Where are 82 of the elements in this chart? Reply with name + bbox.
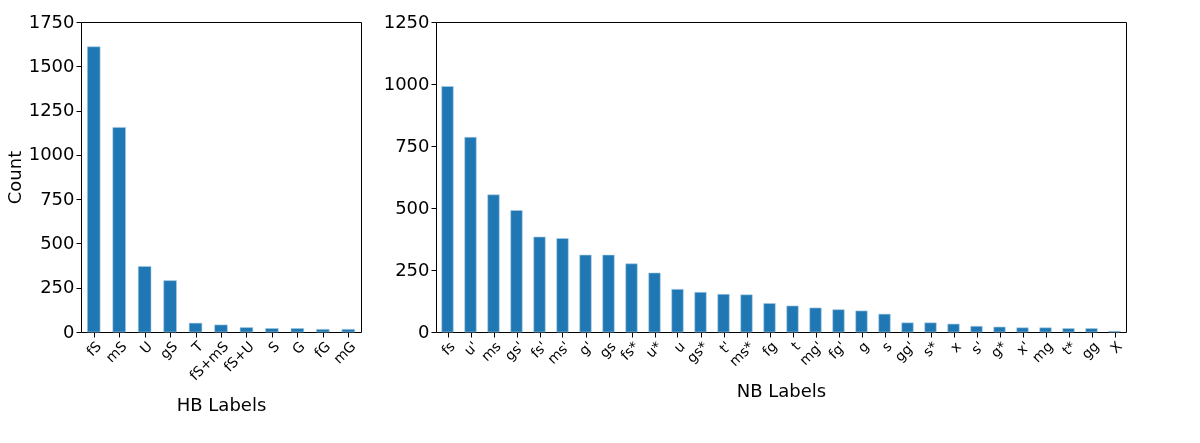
bar: [188, 322, 203, 333]
bar: [556, 238, 569, 333]
bar: [214, 324, 228, 333]
bar: [602, 254, 615, 333]
bar: [487, 194, 500, 333]
bar: [1016, 327, 1029, 333]
bar: [112, 127, 126, 333]
x-tick-label: fg: [758, 338, 780, 360]
x-tick-label: S: [264, 338, 283, 356]
bar: [316, 329, 330, 333]
x-tick-label: gS: [156, 338, 181, 362]
bar: [290, 328, 305, 333]
y-tick-label: 500: [40, 231, 75, 253]
bar: [464, 137, 477, 333]
y-tick-label: 1000: [383, 72, 430, 94]
bar: [993, 326, 1006, 333]
y-tick-label: 250: [395, 258, 430, 280]
y-tick-label: 1500: [28, 54, 75, 76]
bar: [1085, 328, 1098, 333]
bar: [763, 303, 776, 333]
x-tick-label: G: [288, 338, 308, 358]
x-tick-label: fs: [437, 338, 458, 359]
x-tick-label: x: [946, 338, 964, 356]
bar: [510, 210, 523, 333]
x-tick-label: s': [967, 338, 987, 358]
x-tick-label: u*: [642, 338, 665, 361]
bar: [855, 310, 868, 333]
bar: [341, 329, 355, 333]
x-tick-label: fs*: [616, 338, 642, 363]
y-tick-label: 250: [40, 276, 75, 298]
bar: [717, 294, 730, 333]
x-tick-label: gg: [1078, 338, 1102, 362]
bar: [924, 322, 937, 333]
y-tick-label: 750: [395, 134, 430, 156]
y-tick-label: 750: [40, 187, 75, 209]
x-tick-label: t: [787, 337, 804, 354]
x-tick-label: fS: [83, 338, 105, 360]
x-tick-label: fg': [825, 338, 849, 362]
x-tick-label: t*: [1058, 338, 1079, 359]
x-tick-label: s*: [919, 338, 941, 360]
bar: [740, 294, 753, 333]
bar: [1039, 327, 1052, 333]
x-tick-label: U: [136, 338, 156, 357]
x-tick-label: X: [1106, 337, 1126, 357]
x-tick-label: mS: [102, 338, 130, 366]
y-tick-label: 500: [395, 196, 430, 218]
y-tick-label: 0: [63, 320, 75, 342]
y-tick-label: 1000: [28, 143, 75, 165]
x-axis-title: NB Labels: [736, 380, 827, 402]
bar: [901, 322, 914, 333]
x-tick-label: g: [854, 338, 872, 356]
bar: [579, 254, 592, 333]
bar: [533, 236, 546, 333]
y-tick-label: 0: [418, 320, 430, 342]
bar: [87, 46, 101, 333]
bar: [809, 307, 822, 333]
bar: [265, 328, 279, 333]
y-axis-title: Count: [3, 150, 25, 205]
bar: [694, 292, 707, 333]
bar: [947, 323, 960, 333]
x-tick-label: g': [575, 338, 596, 359]
bar: [786, 305, 799, 333]
bar: [671, 289, 684, 333]
bar: [648, 272, 661, 333]
x-tick-label: u: [670, 338, 688, 356]
bar: [832, 309, 845, 333]
y-tick-label: 1250: [28, 99, 75, 121]
bar: [239, 327, 254, 333]
x-axis-title: HB Labels: [176, 394, 267, 416]
bar: [625, 263, 638, 333]
x-tick-label: gs: [596, 338, 619, 361]
bar: [441, 86, 454, 333]
x-tick-label: g*: [987, 338, 1010, 361]
bar: [1062, 328, 1075, 333]
y-tick-label: 1750: [28, 10, 75, 32]
bar: [970, 326, 983, 333]
bar: [163, 280, 177, 333]
x-tick-label: t': [715, 338, 734, 357]
x-tick-label: gs': [501, 338, 527, 364]
y-tick-label: 1250: [383, 10, 430, 32]
bar: [878, 313, 891, 333]
bar: [137, 266, 152, 333]
